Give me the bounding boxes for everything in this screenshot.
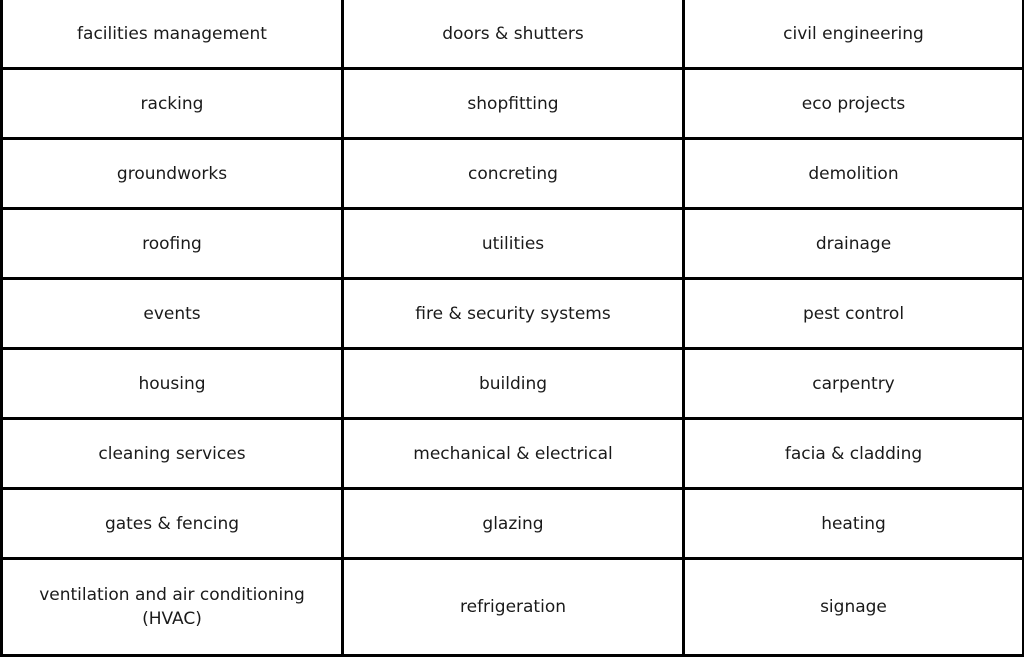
- table-cell: mechanical & electrical: [344, 420, 682, 487]
- table-cell: ventilation and air conditioning (HVAC): [3, 560, 341, 654]
- table-cell: eco projects: [685, 70, 1022, 137]
- table-cell: pest control: [685, 280, 1022, 347]
- table-cell: concreting: [344, 140, 682, 207]
- table-cell: signage: [685, 560, 1022, 654]
- table-cell: facilities management: [3, 0, 341, 67]
- table-cell: demolition: [685, 140, 1022, 207]
- table-cell: groundworks: [3, 140, 341, 207]
- table-cell: cleaning services: [3, 420, 341, 487]
- table-cell: heating: [685, 490, 1022, 557]
- table-cell: roofing: [3, 210, 341, 277]
- table-cell: doors & shutters: [344, 0, 682, 67]
- table-cell: carpentry: [685, 350, 1022, 417]
- table-cell: fire & security systems: [344, 280, 682, 347]
- table-cell: glazing: [344, 490, 682, 557]
- table-cell: events: [3, 280, 341, 347]
- table-cell: housing: [3, 350, 341, 417]
- table-cell: gates & fencing: [3, 490, 341, 557]
- table-cell: refrigeration: [344, 560, 682, 654]
- table-cell: drainage: [685, 210, 1022, 277]
- table-cell: utilities: [344, 210, 682, 277]
- table-cell: civil engineering: [685, 0, 1022, 67]
- table-cell: building: [344, 350, 682, 417]
- table-cell: shopfitting: [344, 70, 682, 137]
- table-cell: racking: [3, 70, 341, 137]
- table-cell: facia & cladding: [685, 420, 1022, 487]
